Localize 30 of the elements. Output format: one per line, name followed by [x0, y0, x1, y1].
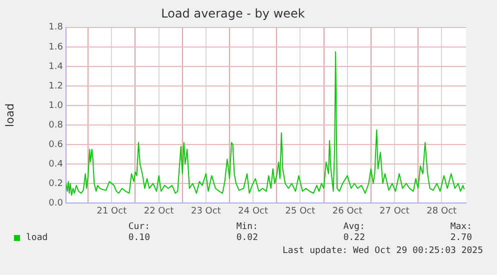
text: 0.22 [343, 233, 365, 243]
text: Last update: Wed Oct 29 00:25:03 2025 [282, 246, 483, 256]
text: Avg: [343, 222, 365, 232]
y-tick-label: 1.4 [48, 62, 64, 72]
x-tick-label: 25 Oct [285, 206, 316, 217]
text: 2.70 [450, 233, 472, 243]
x-tick-label: 23 Oct [190, 206, 222, 217]
text: 0.10 [128, 233, 150, 243]
text: Max: [450, 222, 472, 232]
text: Cur: [128, 222, 150, 232]
x-tick-label: 28 Oct [426, 206, 458, 217]
x-tick-label: 21 Oct [96, 206, 128, 217]
y-tick-label: 0.2 [48, 178, 63, 189]
y-tick-label: 0.0 [48, 198, 64, 208]
x-tick-label: 24 Oct [238, 206, 268, 217]
x-tick-label: 27 Oct [380, 206, 410, 217]
x-tick-label: 22 Oct [144, 206, 174, 217]
y-tick-label: 1.2 [48, 81, 63, 92]
y-tick-label: 0.8 [48, 120, 64, 130]
y-tick-label: 1.0 [48, 100, 64, 111]
legend-label: load [26, 233, 48, 243]
y-axis-title: load [3, 103, 16, 127]
text: 0.02 [236, 233, 258, 243]
chart-title: Load average - by week [161, 6, 305, 20]
text: Min: [236, 222, 258, 232]
x-tick-label: 26 Oct [332, 206, 363, 217]
y-tick-label: 0.6 [48, 140, 64, 150]
y-tick-label: 0.4 [48, 159, 64, 170]
y-tick-label: 1.6 [48, 42, 64, 52]
y-tick-label: 1.8 [48, 22, 64, 33]
